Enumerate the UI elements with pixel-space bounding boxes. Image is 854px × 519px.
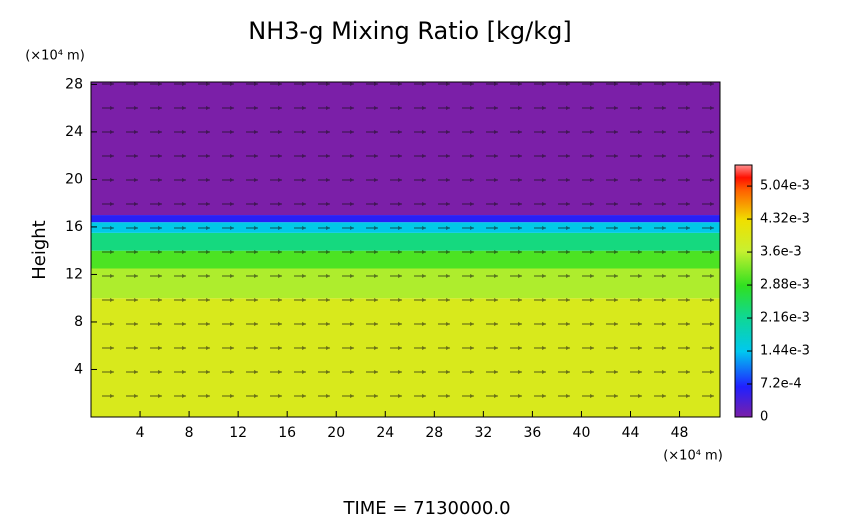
y-tick-label: 4 xyxy=(74,361,83,377)
x-tick-label: 48 xyxy=(671,425,689,441)
colorbar-tick-label: 2.16e-3 xyxy=(760,311,810,326)
y-tick-label: 24 xyxy=(65,124,83,140)
x-tick-label: 12 xyxy=(229,425,247,441)
y-tick-label: 28 xyxy=(65,76,83,92)
chart-title: NH3-g Mixing Ratio [kg/kg] xyxy=(248,17,571,45)
y-tick-label: 8 xyxy=(74,314,83,330)
x-tick-label: 44 xyxy=(622,425,640,441)
colorbar-tick-label: 1.44e-3 xyxy=(760,344,810,359)
y-tick-label: 20 xyxy=(65,171,83,187)
wind-vectors xyxy=(91,82,720,417)
colorbar-tick-label: 5.04e-3 xyxy=(760,179,810,194)
x-tick-label: 28 xyxy=(425,425,443,441)
x-tick-label: 32 xyxy=(474,425,492,441)
y-tick-label: 16 xyxy=(65,219,83,235)
x-tick-label: 16 xyxy=(278,425,296,441)
y-label: Height xyxy=(29,220,50,280)
x-tick-label: 36 xyxy=(523,425,541,441)
y-tick-label: 12 xyxy=(65,266,83,282)
x-tick-label: 8 xyxy=(185,425,194,441)
colorbar-tick-label: 0 xyxy=(760,410,768,425)
footer: TIME = 7130000.0 xyxy=(342,498,510,519)
colorbar-tick-label: 7.2e-4 xyxy=(760,377,802,392)
x-tick-label: 40 xyxy=(573,425,591,441)
colorbar-tick-label: 3.6e-3 xyxy=(760,245,802,260)
plot-frame xyxy=(90,81,721,418)
x-tick-label: 20 xyxy=(327,425,345,441)
x-unit: (×10⁴ m) xyxy=(663,449,723,464)
colorbar-tick-label: 2.88e-3 xyxy=(760,278,810,293)
colorbar xyxy=(734,164,753,418)
x-tick-label: 24 xyxy=(376,425,394,441)
y-unit: (×10⁴ m) xyxy=(25,49,85,64)
colorbar-tick-label: 4.32e-3 xyxy=(760,212,810,227)
x-tick-label: 4 xyxy=(136,425,145,441)
